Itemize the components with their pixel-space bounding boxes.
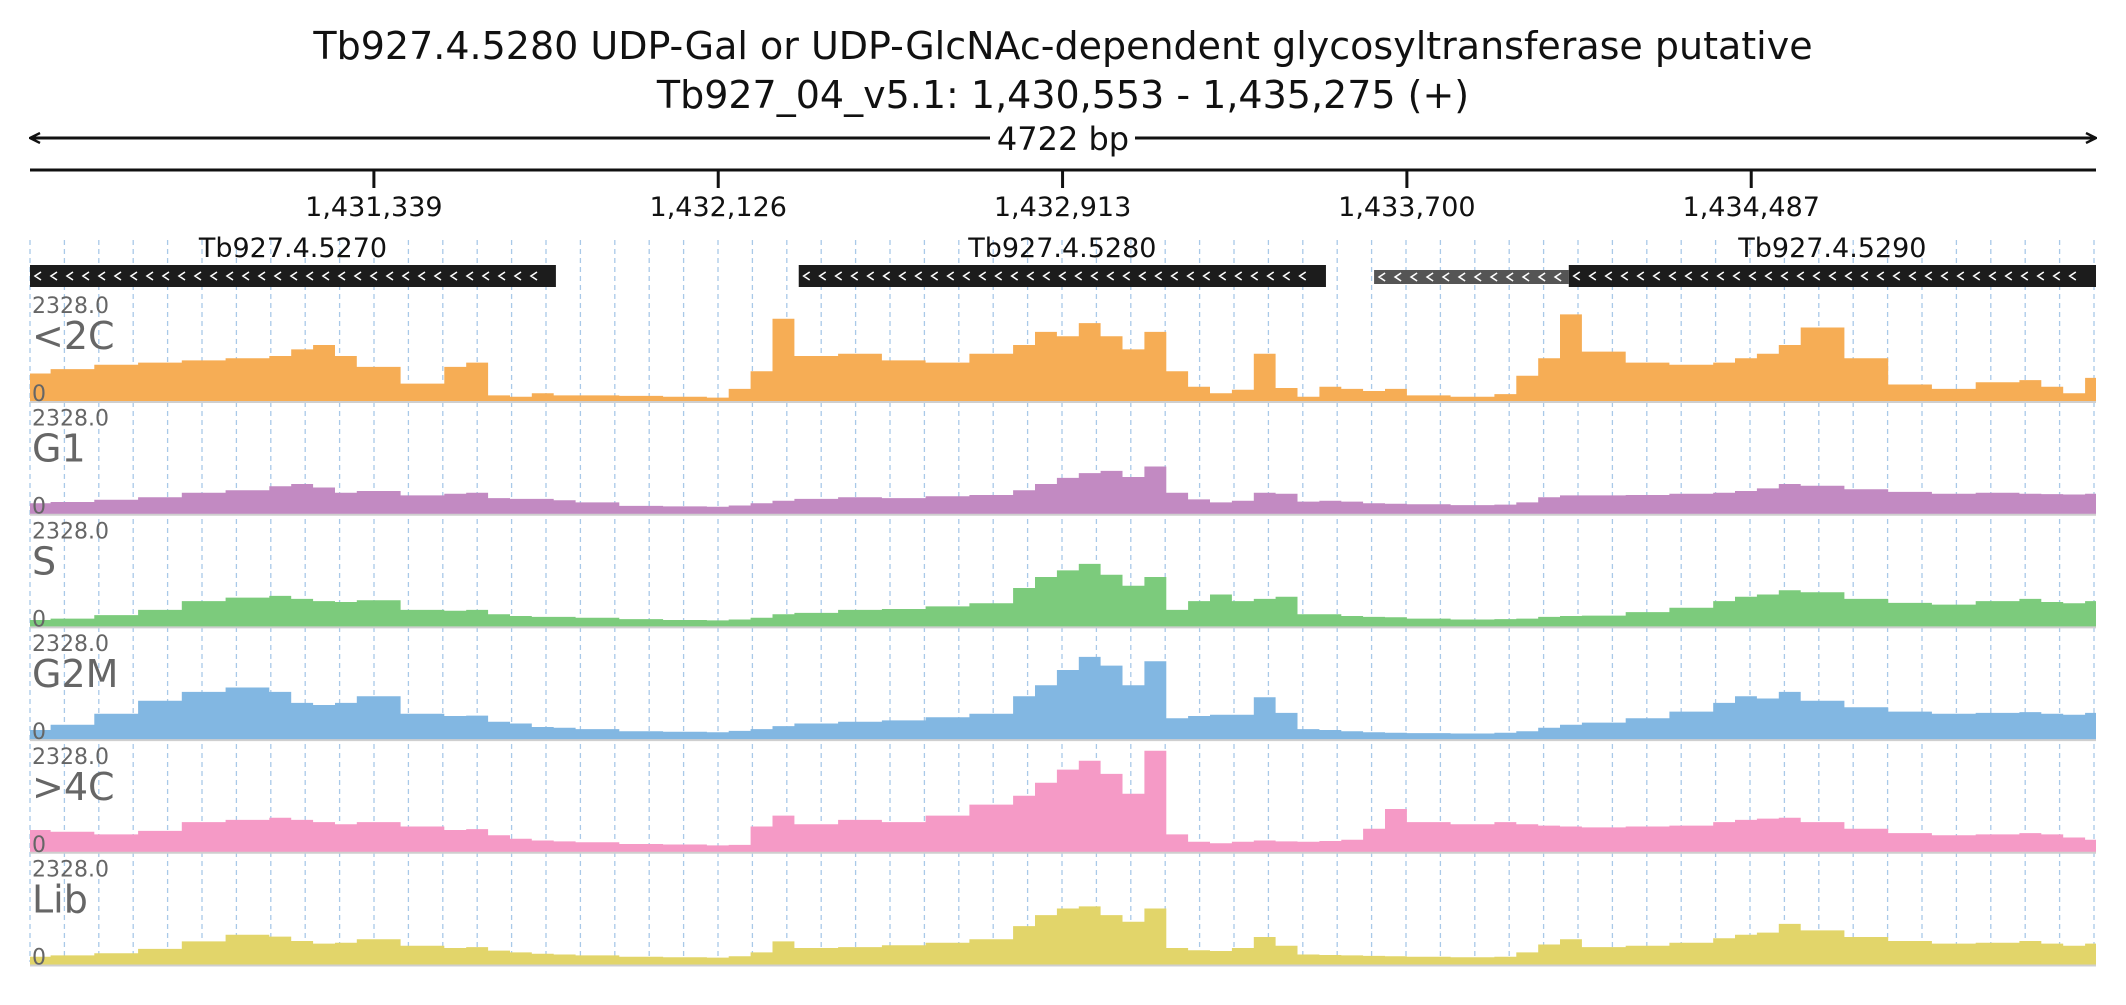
coverage-area (30, 563, 2096, 628)
tick-label: 1,432,913 (994, 192, 1131, 223)
coordinate-ticks: 1,431,339 1,432,126 1,432,913 1,433,700 1,43… (305, 170, 1820, 223)
track-ymax-label: 2328.0 (32, 519, 109, 544)
tick-label: 1,432,126 (650, 192, 787, 223)
tick-label: 1,433,700 (1338, 192, 1475, 223)
track-name: G2M (32, 652, 118, 696)
track-ymin-label: 0 (32, 946, 46, 971)
gene-block[interactable] (1568, 265, 2096, 287)
track-name: G1 (32, 427, 86, 471)
track-ymax-label: 2328.0 (32, 407, 109, 432)
coverage-area (30, 906, 2096, 966)
coverage-area (30, 314, 2096, 402)
gene-block[interactable] (1374, 270, 1569, 284)
gene-label: Tb927.4.5280 (967, 233, 1156, 264)
strand-arrows (1377, 272, 1562, 282)
gene-label: Tb927.4.5290 (1737, 233, 1926, 264)
track-ymax-label: 2328.0 (32, 745, 109, 770)
coverage-area (30, 466, 2096, 515)
coverage-tracks: 2328.00<2C2328.00G12328.00S2328.00G2M232… (30, 294, 2096, 971)
length-label: 4722 bp (997, 120, 1129, 158)
track-name: Lib (32, 878, 88, 922)
gene-block[interactable] (798, 265, 1326, 287)
gene-track: Tb927.4.5270 Tb927.4.5280 Tb927.4.5290 (30, 233, 2096, 287)
track-name: <2C (32, 314, 115, 358)
gene-label: Tb927.4.5270 (198, 233, 387, 264)
track-ymax-label: 2328.0 (32, 294, 109, 319)
tick-label: 1,434,487 (1683, 192, 1820, 223)
coverage-area (30, 656, 2096, 741)
strand-arrows (1572, 271, 2077, 281)
track-ymin-label: 0 (32, 607, 46, 632)
coverage-area (30, 750, 2096, 853)
track-ymax-label: 2328.0 (32, 858, 109, 883)
chart-title: Tb927.4.5280 UDP-Gal or UDP-GlcNAc-depen… (312, 24, 1812, 68)
track-ymin-label: 0 (32, 382, 46, 407)
track-ymin-label: 0 (32, 833, 46, 858)
track-ymax-label: 2328.0 (32, 632, 109, 657)
track-ymin-label: 0 (32, 720, 46, 745)
track-ymin-label: 0 (32, 495, 46, 520)
length-indicator: 4722 bp (30, 120, 2096, 158)
strand-arrows (33, 271, 538, 281)
gene-block[interactable] (30, 265, 556, 287)
track-name: >4C (32, 765, 115, 809)
strand-arrows (802, 271, 1307, 281)
chart-subtitle: Tb927_04_v5.1: 1,430,553 - 1,435,275 (+) (656, 73, 1469, 117)
track-name: S (32, 539, 56, 583)
tick-label: 1,431,339 (305, 192, 442, 223)
